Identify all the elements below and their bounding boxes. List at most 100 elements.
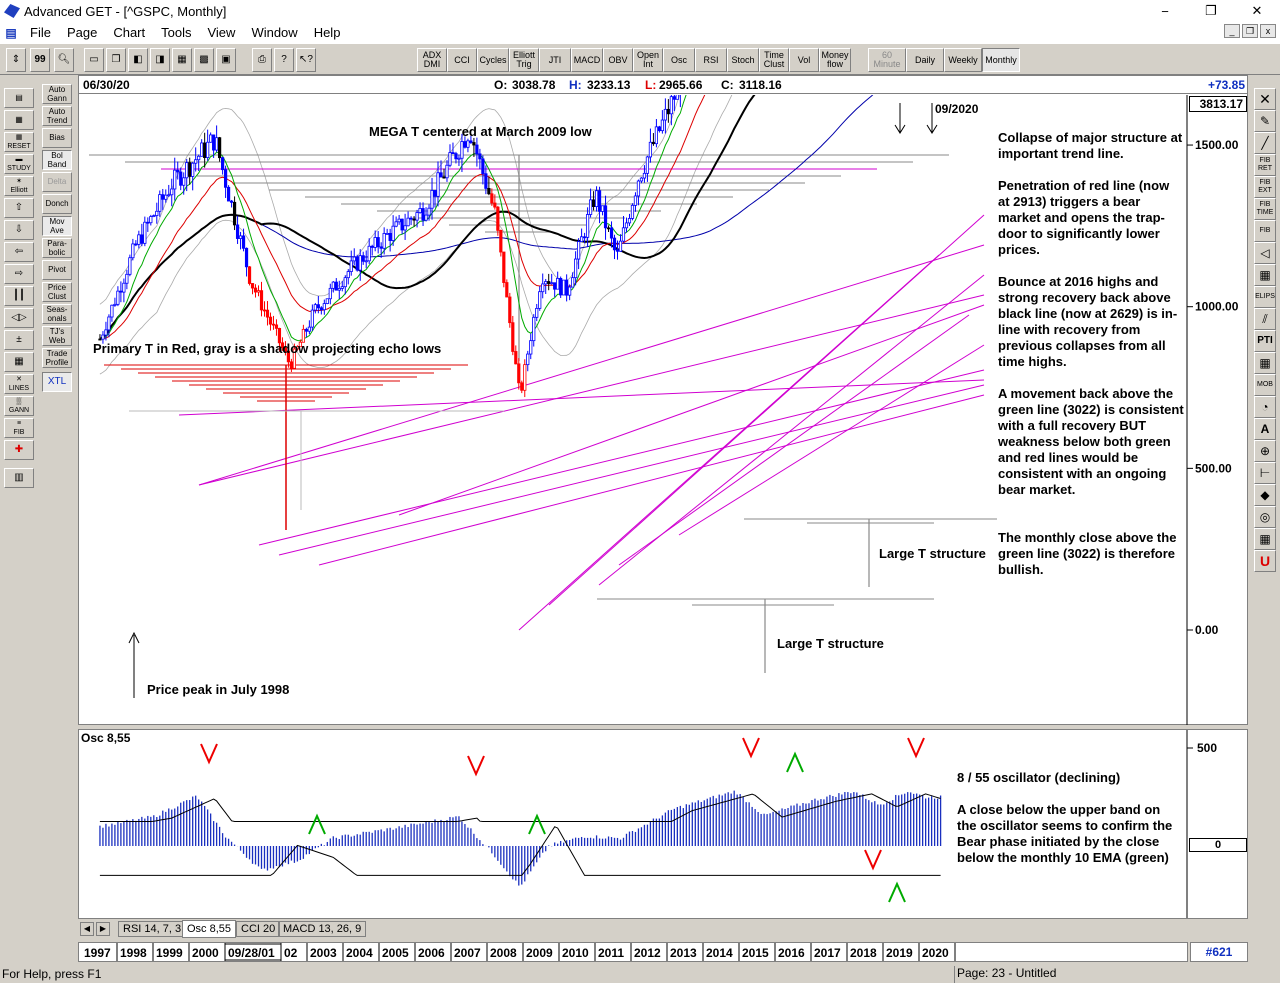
line-tool-icon[interactable]: ╱ [1254, 132, 1276, 154]
reset-tool-icon[interactable]: ▦ RESET [4, 132, 34, 152]
mdi-restore-button[interactable]: ❐ [1242, 24, 1258, 38]
elliott-tool-icon[interactable]: ✶ Elliott [4, 176, 34, 196]
quote-tool-icon[interactable]: 99 [30, 48, 50, 72]
tab-osc[interactable]: Osc 8,55 [182, 920, 237, 938]
indicator-osc-button[interactable]: Osc [663, 48, 695, 72]
timeframe-monthly-button[interactable]: Monthly [982, 48, 1020, 72]
price-chart-svg[interactable]: 3500.003000.002500.002000.001500.001000.… [79, 95, 1247, 725]
close-x-icon[interactable]: ✕ [1254, 88, 1276, 110]
indicator-rsi-button[interactable]: RSI [695, 48, 727, 72]
cursor-tool-icon[interactable]: ⇕ [6, 48, 26, 72]
tool-delta[interactable]: Delta [42, 172, 72, 192]
indicator-jti-button[interactable]: JTI [539, 48, 571, 72]
close-button[interactable]: ✕ [1251, 3, 1263, 18]
mdi-close-button[interactable]: x [1260, 24, 1276, 38]
target-icon[interactable]: ◎ [1254, 506, 1276, 528]
indicator-adx-button[interactable]: ADX DMI [417, 48, 447, 72]
bar-compress-icon[interactable]: ◁▷ [4, 308, 34, 328]
context-help-icon[interactable]: ↖? [296, 48, 316, 72]
tool-xtl[interactable]: XTL [42, 372, 72, 392]
tool-pivot[interactable]: Pivot [42, 260, 72, 280]
doc-icon[interactable]: ▤ [5, 25, 17, 40]
indicator-cci-button[interactable]: CCI [447, 48, 477, 72]
ellipse-icon[interactable]: ELIPS [1254, 286, 1276, 308]
arrow-right-icon[interactable]: ⇨ [4, 264, 34, 284]
bar-expand-icon[interactable]: ± [4, 330, 34, 350]
next-chart-icon[interactable]: ◨ [150, 48, 170, 72]
crosshair-icon[interactable]: ✚ [4, 440, 34, 460]
tile-icon[interactable]: ▦ [172, 48, 192, 72]
tool-mov-ave[interactable]: Mov Ave [42, 216, 72, 236]
text-tool-icon[interactable]: A [1254, 418, 1276, 440]
menu-file[interactable]: File [30, 25, 51, 40]
timeframe-60min-button[interactable]: 60 Minute [868, 48, 906, 72]
indicator-vol-button[interactable]: Vol [789, 48, 819, 72]
menu-chart[interactable]: Chart [113, 25, 146, 40]
tab-scroll-left-icon[interactable]: ◀ [80, 922, 94, 936]
indicator-elliott-button[interactable]: Elliott Trig [509, 48, 539, 72]
new-page-icon[interactable]: ▭ [84, 48, 104, 72]
grid-icon[interactable]: ▩ [194, 48, 214, 72]
prev-chart-icon[interactable]: ◧ [128, 48, 148, 72]
tab-cci[interactable]: CCI 20 [236, 921, 281, 937]
mob-icon[interactable]: MOB [1254, 374, 1276, 396]
timeframe-daily-button[interactable]: Daily [906, 48, 944, 72]
eraser-icon[interactable]: ◆ [1254, 484, 1276, 506]
price-chart-panel[interactable]: 06/30/20 O: 3038.78 H: 3233.13 L: 2965.6… [78, 75, 1248, 725]
arrow-up-icon[interactable]: ⇧ [4, 198, 34, 218]
indicator-stoch-button[interactable]: Stoch [727, 48, 759, 72]
grid-tool-icon[interactable]: ▦ [1254, 352, 1276, 374]
fib-tool-icon[interactable]: ≡ FIB [4, 418, 34, 438]
menu-help[interactable]: Help [313, 25, 341, 40]
tool-auto-gann[interactable]: Auto Gann [42, 84, 72, 104]
indicator-macd-button[interactable]: MACD [571, 48, 603, 72]
study-tool-icon[interactable]: ▬ STUDY [4, 154, 34, 174]
menu-tools[interactable]: Tools [161, 25, 192, 40]
zoom-tool-icon[interactable]: 🔍︎ [54, 48, 74, 72]
indicator-timeclust-button[interactable]: Time Clust [759, 48, 789, 72]
timeframe-weekly-button[interactable]: Weekly [944, 48, 982, 72]
fib-ret-icon[interactable]: FIB RET [1254, 154, 1276, 176]
tool-seasonals[interactable]: Seas-onals [42, 304, 72, 324]
tab-rsi[interactable]: RSI 14, 7, 3 [118, 921, 187, 937]
gann-grid-icon[interactable]: ▦ [1254, 264, 1276, 286]
indicator-openint-button[interactable]: Open Int [633, 48, 663, 72]
tool-tjs-web[interactable]: TJ's Web [42, 326, 72, 346]
pencil-icon[interactable]: ✎ [1254, 110, 1276, 132]
tool-donch[interactable]: Donch [42, 194, 72, 214]
menu-page[interactable]: Page [66, 25, 98, 40]
gann-tool-icon[interactable]: ▒ GANN [4, 396, 34, 416]
scan-icon[interactable]: ▣ [216, 48, 236, 72]
copy-icon[interactable]: ❐ [106, 48, 126, 72]
fib-time-icon[interactable]: FIB TIME [1254, 198, 1276, 220]
tab-macd[interactable]: MACD 13, 26, 9 [278, 921, 367, 937]
help-icon[interactable]: ? [274, 48, 294, 72]
indicator-obv-button[interactable]: OBV [603, 48, 633, 72]
menu-view[interactable]: View [207, 25, 236, 40]
menu-window[interactable]: Window [251, 25, 298, 40]
grid2-icon[interactable]: ▦ [1254, 528, 1276, 550]
magnify-icon[interactable]: ⊕ [1254, 440, 1276, 462]
indicator-moneyflow-button[interactable]: Money flow [819, 48, 851, 72]
notes-icon[interactable]: ▥ [4, 468, 34, 488]
oscillator-svg[interactable]: 500 [79, 730, 1247, 918]
tool-parabolic[interactable]: Para-bolic [42, 238, 72, 258]
lines-tool-icon[interactable]: ✕ LINES [4, 374, 34, 394]
reset-icon[interactable]: ▤ [4, 88, 34, 108]
pattern-icon[interactable]: ▦ [4, 110, 34, 130]
fib-ext-icon[interactable]: FIB EXT [1254, 176, 1276, 198]
pti-icon[interactable]: PTI [1254, 330, 1276, 352]
bars-icon[interactable]: ┃┃ [4, 286, 34, 306]
restore-button[interactable]: ❐ [1205, 3, 1217, 18]
fib-circle-icon[interactable]: FIB [1254, 220, 1276, 242]
print-icon[interactable]: ⎙ [252, 48, 272, 72]
table-icon[interactable]: ▦ [4, 352, 34, 372]
oscillator-panel[interactable]: Osc 8,55 500 0 8 / 55 oscillator (declin… [78, 729, 1248, 919]
indicator-cycles-button[interactable]: Cycles [477, 48, 509, 72]
ruler-icon[interactable]: ⊢ [1254, 462, 1276, 484]
tab-scroll-right-icon[interactable]: ▶ [96, 922, 110, 936]
arrow-left-icon[interactable]: ⇦ [4, 242, 34, 262]
channel-icon[interactable]: ⫽ [1254, 308, 1276, 330]
minimize-button[interactable]: − [1161, 3, 1169, 19]
arrow-down-icon[interactable]: ⇩ [4, 220, 34, 240]
